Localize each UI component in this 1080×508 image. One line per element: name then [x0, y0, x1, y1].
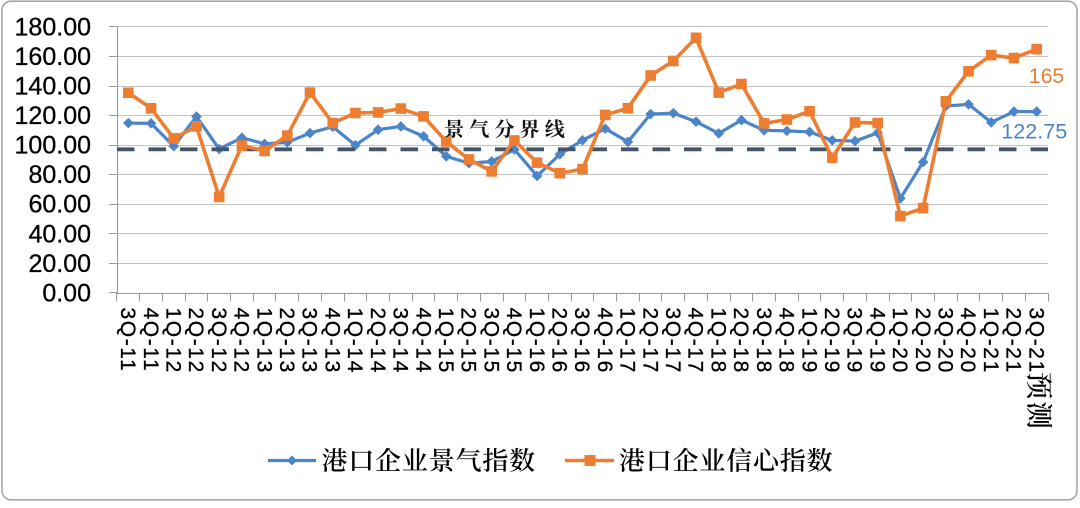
svg-text:2Q-12: 2Q-12: [184, 308, 207, 374]
svg-text:20.00: 20.00: [28, 250, 91, 278]
svg-text:2Q-13: 2Q-13: [275, 308, 298, 374]
svg-text:3Q-14: 3Q-14: [389, 308, 412, 374]
svg-text:3Q-13: 3Q-13: [298, 308, 321, 374]
svg-text:4Q-15: 4Q-15: [502, 308, 525, 374]
svg-text:140.00: 140.00: [15, 73, 91, 101]
svg-text:4Q-19: 4Q-19: [865, 308, 888, 374]
svg-text:1Q-20: 1Q-20: [888, 308, 911, 374]
svg-text:120.00: 120.00: [15, 102, 91, 130]
svg-text:3Q-11: 3Q-11: [116, 308, 139, 373]
svg-text:4Q-20: 4Q-20: [956, 308, 979, 374]
svg-text:2Q-20: 2Q-20: [911, 308, 934, 374]
svg-text:2Q-14: 2Q-14: [366, 308, 389, 374]
svg-text:60.00: 60.00: [28, 191, 91, 219]
svg-text:3Q-16: 3Q-16: [570, 308, 593, 374]
svg-text:3Q-12: 3Q-12: [207, 308, 230, 374]
svg-text:100.00: 100.00: [15, 132, 91, 160]
svg-text:3Q-18: 3Q-18: [752, 308, 775, 374]
svg-text:3Q-17: 3Q-17: [661, 308, 684, 374]
svg-text:1Q-16: 1Q-16: [525, 308, 548, 374]
svg-text:3Q-19: 3Q-19: [843, 308, 866, 374]
svg-text:4Q-16: 4Q-16: [593, 308, 616, 374]
svg-text:165: 165: [1029, 64, 1065, 88]
svg-text:3Q-21: 3Q-21: [1024, 308, 1047, 374]
svg-text:4Q-18: 4Q-18: [775, 308, 798, 374]
svg-text:80.00: 80.00: [28, 161, 91, 189]
svg-text:1Q-17: 1Q-17: [616, 308, 639, 374]
svg-text:2Q-19: 2Q-19: [820, 308, 843, 374]
svg-text:2Q-17: 2Q-17: [638, 308, 661, 374]
svg-text:3Q-15: 3Q-15: [479, 308, 502, 374]
svg-text:2Q-15: 2Q-15: [457, 308, 480, 374]
svg-text:4Q-13: 4Q-13: [320, 308, 343, 374]
svg-text:1Q-18: 1Q-18: [706, 308, 729, 374]
svg-text:2Q-18: 2Q-18: [729, 308, 752, 374]
svg-text:4Q-12: 4Q-12: [230, 308, 253, 374]
svg-text:122.75: 122.75: [1001, 119, 1067, 144]
svg-text:1Q-12: 1Q-12: [161, 308, 184, 374]
svg-text:1Q-14: 1Q-14: [343, 308, 366, 374]
svg-text:3Q-20: 3Q-20: [934, 308, 957, 374]
svg-text:4Q-17: 4Q-17: [684, 308, 707, 374]
svg-text:4Q-11: 4Q-11: [139, 308, 162, 373]
svg-text:0.00: 0.00: [42, 279, 91, 307]
svg-text:160.00: 160.00: [15, 43, 91, 71]
svg-text:1Q-19: 1Q-19: [797, 308, 820, 374]
svg-text:1Q-21: 1Q-21: [979, 308, 1002, 374]
svg-text:2Q-21: 2Q-21: [1002, 308, 1025, 374]
svg-text:1Q-15: 1Q-15: [434, 308, 457, 374]
svg-text:180.00: 180.00: [15, 13, 91, 41]
svg-text:4Q-14: 4Q-14: [411, 308, 434, 374]
svg-text:1Q-13: 1Q-13: [252, 308, 275, 374]
svg-text:40.00: 40.00: [28, 220, 91, 248]
svg-text:2Q-16: 2Q-16: [547, 308, 570, 374]
